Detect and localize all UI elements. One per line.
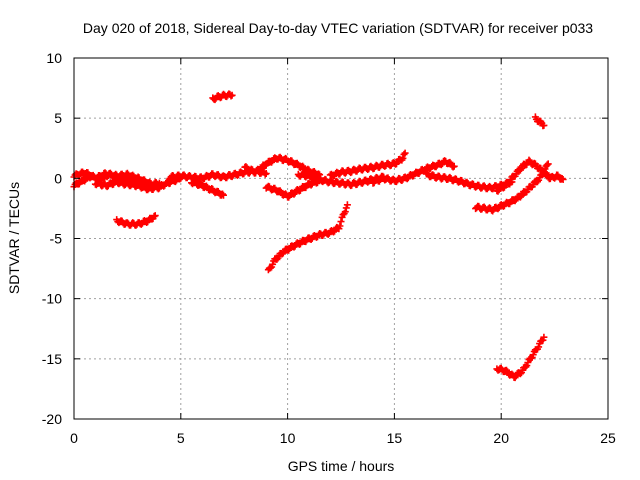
chart-title: Day 020 of 2018, Sidereal Day-to-day VTE…: [83, 20, 593, 36]
y-tick-label: 0: [54, 170, 62, 186]
series-arc-p: [493, 156, 567, 195]
data-point-markers: [241, 153, 324, 179]
data-point-markers: [326, 149, 409, 180]
x-tick-label: 10: [280, 430, 296, 446]
x-tick-label: 5: [177, 430, 185, 446]
data-point-markers: [91, 174, 185, 194]
y-axis-label: SDTVAR / TECUs: [6, 182, 22, 294]
y-tick-label: -10: [42, 291, 62, 307]
series-arc-h: [241, 153, 324, 179]
x-tick-label: 0: [70, 430, 78, 446]
y-tick-label: 5: [54, 110, 62, 126]
x-tick-label: 20: [493, 430, 509, 446]
series-arc-l: [326, 149, 409, 180]
x-tick-label: 25: [600, 430, 616, 446]
x-tick-label: 15: [387, 430, 403, 446]
y-tick-label: -15: [42, 351, 62, 367]
data-point-markers: [493, 156, 567, 195]
data-point-markers: [209, 90, 236, 104]
data-point-markers: [531, 113, 548, 130]
series-arc-f: [188, 178, 227, 199]
data-point-markers: [493, 333, 548, 382]
data-points: [70, 90, 567, 382]
series-arc-j: [264, 201, 351, 274]
data-point-markers: [262, 177, 324, 201]
series-arc-c: [91, 174, 185, 194]
axis-ticks: 0 5 10 15 20 25 -20 -15 -10 -5 0 5 10: [42, 50, 616, 446]
y-tick-label: -5: [50, 231, 63, 247]
y-tick-label: 10: [46, 50, 62, 66]
series-arc-i: [262, 177, 324, 201]
series-arc-g: [209, 90, 236, 104]
series-arc-m: [369, 157, 458, 187]
y-tick-label: -20: [42, 411, 62, 427]
series-arc-q: [531, 113, 548, 130]
data-point-markers: [113, 212, 159, 229]
series-arc-r: [493, 333, 548, 382]
data-point-markers: [472, 160, 552, 215]
data-point-markers: [188, 178, 227, 199]
series-arc-o: [472, 160, 552, 215]
series-arc-d: [113, 212, 159, 229]
data-point-markers: [369, 157, 458, 187]
data-point-markers: [264, 201, 351, 274]
grid: [74, 58, 608, 419]
x-axis-label: GPS time / hours: [288, 458, 395, 474]
